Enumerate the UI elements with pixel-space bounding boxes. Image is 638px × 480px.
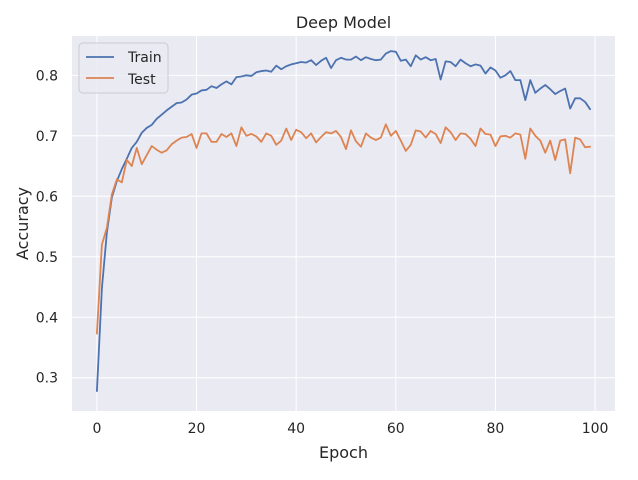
- x-axis-label: Epoch: [319, 443, 368, 462]
- legend-label-train: Train: [127, 50, 162, 66]
- y-axis-label: Accuracy: [13, 187, 32, 260]
- y-tick-label: 0.3: [36, 371, 58, 387]
- y-tick-label: 0.6: [36, 189, 58, 205]
- grid: [72, 36, 615, 411]
- legend: Train Test: [78, 42, 169, 94]
- legend-box: [78, 42, 169, 94]
- x-tick-label: 80: [487, 421, 505, 437]
- y-tick-label: 0.5: [36, 250, 58, 266]
- y-tick-label: 0.8: [36, 68, 58, 84]
- series-lines: [96, 50, 591, 392]
- y-tick-label: 0.4: [36, 310, 58, 326]
- y-tick-label: 0.7: [36, 129, 58, 145]
- x-tick-label: 100: [582, 421, 609, 437]
- tick-labels: 0 20 40 60 80 100 0.3 0.4 0.5 0.6 0.7 0.8: [36, 68, 609, 437]
- x-tick-label: 0: [92, 421, 101, 437]
- x-tick-label: 40: [287, 421, 305, 437]
- series-line-train: [96, 50, 591, 392]
- series-line-test: [96, 123, 591, 335]
- x-tick-label: 20: [188, 421, 206, 437]
- chart-title: Deep Model: [296, 13, 391, 32]
- legend-label-test: Test: [127, 72, 156, 88]
- x-tick-label: 60: [387, 421, 405, 437]
